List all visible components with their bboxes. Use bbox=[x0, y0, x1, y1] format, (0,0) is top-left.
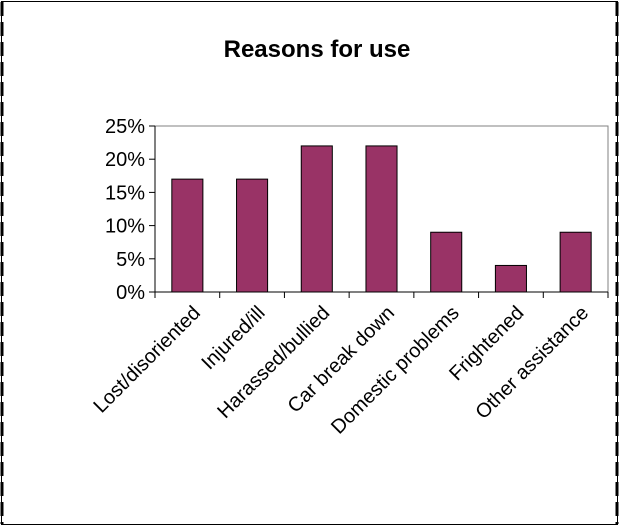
bar bbox=[430, 231, 463, 293]
y-axis-ticks: 0% 5% 10% 15% 20% 25% bbox=[105, 116, 155, 304]
bar bbox=[236, 178, 269, 293]
bar bbox=[494, 264, 527, 293]
bar bbox=[300, 145, 333, 293]
y-tick-label: 0% bbox=[116, 282, 145, 304]
y-tick-label: 10% bbox=[105, 216, 145, 238]
y-tick-label: 20% bbox=[105, 149, 145, 171]
y-tick-label: 5% bbox=[116, 249, 145, 271]
x-axis-ticks bbox=[154, 292, 609, 298]
chart-title: Reasons for use bbox=[224, 36, 411, 63]
y-tick-label: 15% bbox=[105, 182, 145, 204]
bar bbox=[171, 178, 204, 293]
bars bbox=[171, 145, 592, 293]
bar bbox=[365, 145, 398, 293]
bar bbox=[559, 231, 592, 293]
y-tick-label: 25% bbox=[105, 116, 145, 138]
